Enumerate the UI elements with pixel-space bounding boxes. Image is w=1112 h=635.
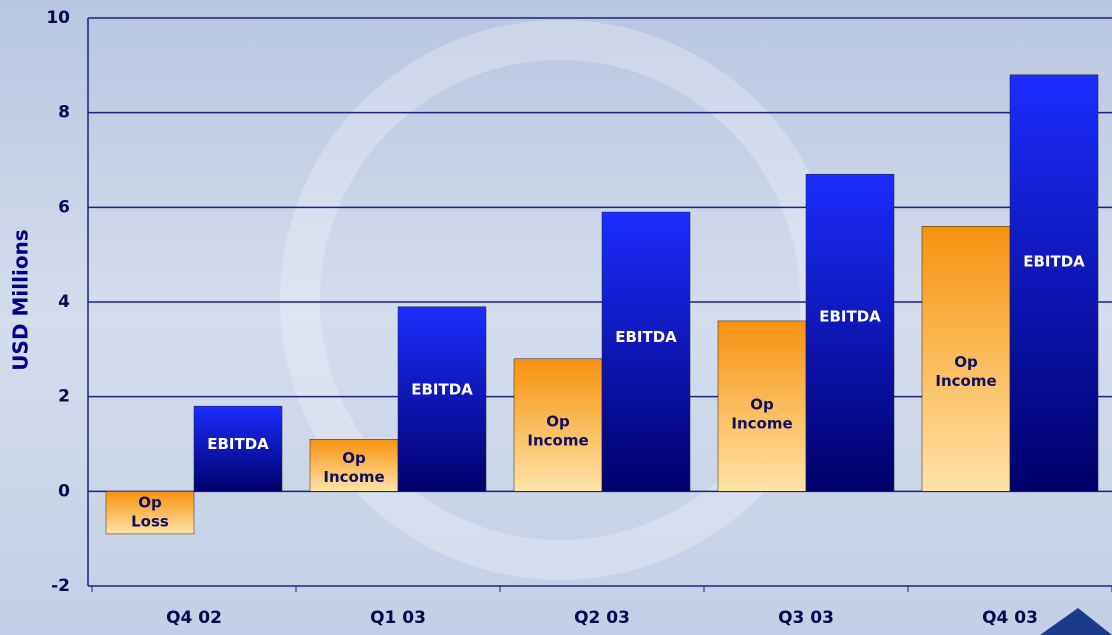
y-axis-label: USD Millions — [9, 229, 33, 370]
y-tick-label: -2 — [51, 576, 70, 596]
bar-label: Op — [750, 396, 774, 414]
bar-label: Op — [546, 413, 570, 431]
bar-label: Op — [138, 494, 162, 512]
y-tick-label: 10 — [46, 8, 70, 28]
bar — [397, 306, 487, 492]
corner-arrow — [1040, 608, 1112, 635]
y-tick-label: 6 — [58, 197, 70, 217]
bar-label: Income — [935, 372, 996, 390]
bar — [105, 491, 195, 535]
x-tick-label: Q2 03 — [574, 608, 630, 628]
bar-label: Income — [731, 415, 792, 433]
bar — [193, 405, 283, 492]
bar-label: Loss — [131, 513, 169, 531]
x-tick-label: Q4 03 — [982, 608, 1038, 628]
bar-label: EBITDA — [1023, 253, 1085, 271]
bar-label: Income — [527, 432, 588, 450]
bar-label: EBITDA — [819, 307, 881, 325]
y-tick-label: 0 — [58, 481, 70, 501]
x-tick-label: Q4 02 — [166, 608, 222, 628]
y-tick-label: 4 — [58, 292, 70, 312]
bar — [717, 320, 807, 492]
bar-label: Op — [342, 449, 366, 467]
bar-label: EBITDA — [615, 328, 677, 346]
bar — [601, 211, 691, 492]
bar — [513, 358, 603, 492]
x-tick-label: Q1 03 — [370, 608, 426, 628]
bar-label: EBITDA — [411, 380, 473, 398]
bar — [805, 173, 895, 492]
bar — [921, 226, 1011, 492]
y-tick-label: 2 — [58, 387, 70, 407]
x-tick-label: Q3 03 — [778, 608, 834, 628]
bar — [1009, 74, 1099, 492]
bar-label: Income — [323, 468, 384, 486]
y-tick-label: 8 — [58, 103, 70, 123]
bar-label: Op — [954, 353, 978, 371]
bar-label: EBITDA — [207, 435, 269, 453]
